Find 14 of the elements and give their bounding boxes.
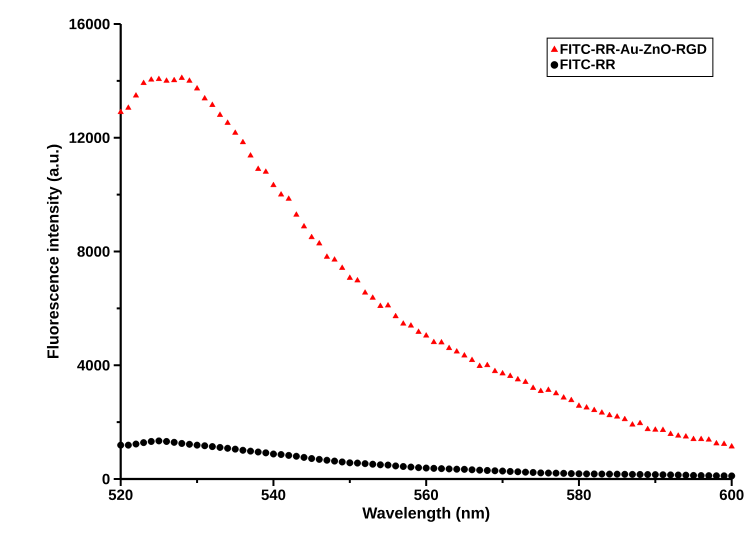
y-tick-label: 12000 [70,132,110,144]
x-tick-label: 600 [720,489,744,500]
x-axis-title: Wavelength (nm) [362,506,490,522]
legend-label: FITC-RR-Au-ZnO-RGD [560,44,706,54]
legend-label: FITC-RR [560,59,616,70]
y-tick-label: 8000 [77,246,110,257]
y-tick-label: 16000 [70,18,110,30]
x-tick-label: 540 [261,489,286,500]
y-tick-label: 0 [102,474,110,484]
x-tick-label: 520 [108,489,133,500]
y-axis-title: Fluorescence intensity (a.u.) [46,144,62,358]
y-tick-label: 4000 [77,360,110,371]
x-tick-label: 580 [566,489,591,500]
x-tick-label: 560 [414,489,438,500]
